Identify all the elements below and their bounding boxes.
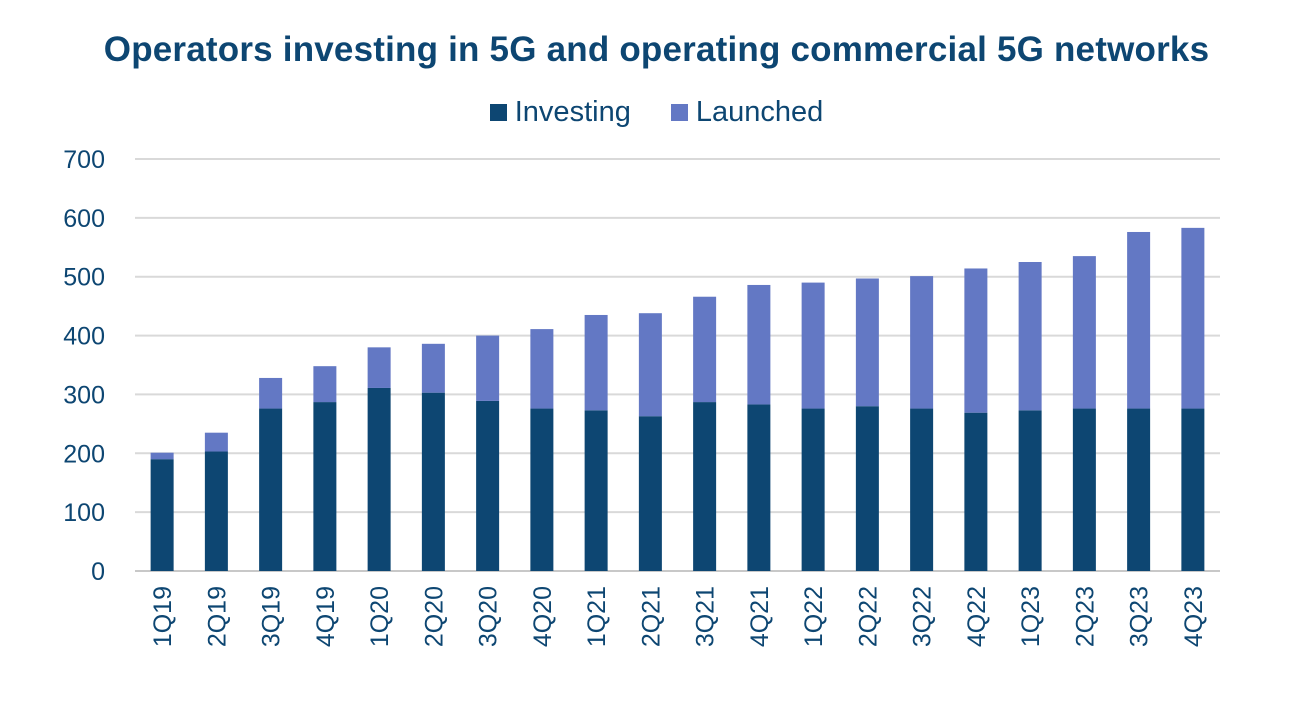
x-tick-label: 4Q19 bbox=[312, 586, 340, 647]
y-tick-label: 200 bbox=[63, 440, 105, 468]
bar-investing bbox=[476, 400, 500, 571]
y-tick-label: 0 bbox=[91, 558, 105, 586]
bar-launched bbox=[476, 335, 500, 401]
legend-swatch-launched bbox=[670, 104, 688, 121]
x-tick-label: 2Q19 bbox=[203, 586, 231, 647]
x-tick-label: 2Q22 bbox=[854, 586, 882, 647]
bar-investing bbox=[530, 408, 554, 571]
x-tick-label: 3Q23 bbox=[1126, 586, 1154, 647]
bar-investing bbox=[910, 408, 934, 571]
bar-investing bbox=[150, 459, 174, 571]
x-tick-label: 3Q21 bbox=[692, 586, 720, 647]
bar-launched bbox=[367, 347, 391, 388]
bar-launched bbox=[855, 278, 879, 407]
legend-label-launched: Launched bbox=[695, 96, 824, 128]
legend-swatch-investing bbox=[489, 104, 507, 121]
x-tick-label: 1Q23 bbox=[1017, 586, 1045, 647]
bar-launched bbox=[638, 313, 662, 417]
x-tick-label: 4Q20 bbox=[529, 586, 557, 647]
bar-launched bbox=[747, 284, 771, 405]
x-tick-label: 3Q19 bbox=[258, 586, 286, 647]
bar-investing bbox=[1018, 410, 1042, 571]
bar-launched bbox=[584, 314, 608, 411]
legend-label-investing: Investing bbox=[514, 96, 631, 128]
bar-investing bbox=[259, 408, 283, 571]
bar-launched bbox=[910, 276, 934, 409]
bar-launched bbox=[204, 432, 228, 452]
bar-investing bbox=[638, 416, 662, 571]
bar-investing bbox=[801, 408, 825, 571]
bar-launched bbox=[421, 343, 445, 393]
bar-launched bbox=[150, 452, 174, 460]
y-tick-label: 600 bbox=[63, 205, 105, 233]
x-tick-label: 4Q22 bbox=[963, 586, 991, 647]
y-tick-label: 300 bbox=[63, 381, 105, 409]
bar-investing bbox=[693, 402, 717, 571]
bar-investing bbox=[747, 404, 771, 571]
bar-investing bbox=[313, 402, 337, 571]
bar-investing bbox=[1127, 408, 1151, 571]
x-tick-label: 3Q20 bbox=[475, 586, 503, 647]
x-tick-label: 4Q23 bbox=[1180, 586, 1208, 647]
bar-investing bbox=[855, 406, 879, 571]
bar-investing bbox=[204, 451, 228, 571]
x-tick-label: 2Q21 bbox=[637, 586, 665, 647]
bar-investing bbox=[367, 387, 391, 571]
x-tick-label: 3Q22 bbox=[909, 586, 937, 647]
x-tick-label: 1Q21 bbox=[583, 586, 611, 647]
chart-legend: Investing Launched bbox=[0, 96, 1313, 129]
y-tick-label: 400 bbox=[63, 323, 105, 351]
bar-launched bbox=[1181, 227, 1205, 409]
bar-launched bbox=[801, 282, 825, 409]
y-tick-label: 100 bbox=[63, 499, 105, 527]
x-tick-label: 1Q20 bbox=[366, 586, 394, 647]
bar-launched bbox=[313, 366, 337, 403]
x-tick-label: 2Q20 bbox=[420, 586, 448, 647]
bar-launched bbox=[693, 296, 717, 403]
bar-investing bbox=[584, 410, 608, 571]
y-tick-label: 700 bbox=[63, 146, 105, 174]
bar-investing bbox=[964, 412, 988, 571]
bar-launched bbox=[1127, 231, 1151, 409]
x-tick-label: 1Q22 bbox=[800, 586, 828, 647]
bar-launched bbox=[964, 268, 988, 413]
bar-launched bbox=[1072, 256, 1096, 409]
bar-launched bbox=[1018, 262, 1042, 411]
bar-launched bbox=[530, 329, 554, 409]
bar-investing bbox=[421, 392, 445, 571]
bar-launched bbox=[259, 377, 283, 409]
y-tick-label: 500 bbox=[63, 264, 105, 292]
x-tick-label: 2Q23 bbox=[1071, 586, 1099, 647]
bar-investing bbox=[1072, 408, 1096, 571]
legend-item-launched: Launched bbox=[670, 96, 824, 129]
bar-investing bbox=[1181, 408, 1205, 571]
chart-title: Operators investing in 5G and operating … bbox=[103, 30, 1210, 69]
x-tick-label: 4Q21 bbox=[746, 586, 774, 647]
x-tick-label: 1Q19 bbox=[149, 586, 177, 647]
legend-item-investing: Investing bbox=[489, 96, 631, 129]
